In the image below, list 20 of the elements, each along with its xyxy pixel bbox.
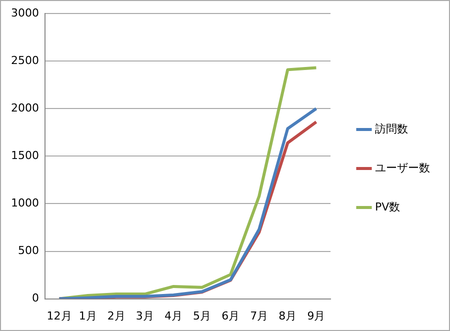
- x-tick-label: 9月: [307, 309, 326, 322]
- y-tick-label: 1000: [10, 196, 39, 210]
- x-tick-label: 2月: [107, 309, 126, 322]
- y-tick-label: 1500: [10, 149, 39, 162]
- y-tick-label: 500: [18, 244, 39, 258]
- legend-label: ユーザー数: [375, 161, 430, 174]
- x-tick-label: 7月: [250, 309, 268, 322]
- y-tick-label: 3000: [10, 6, 39, 20]
- y-tick-label: 2000: [10, 102, 39, 115]
- x-tick-label: 4月: [164, 309, 182, 322]
- x-tick-label: 6月: [222, 309, 240, 322]
- y-tick-label: 0: [32, 292, 39, 305]
- x-tick-label: 5月: [193, 309, 212, 322]
- x-tick-label: 1月: [78, 309, 97, 322]
- x-tick-label: 12月: [46, 309, 72, 322]
- legend-label: PV数: [375, 200, 400, 214]
- x-tick-label: 8月: [278, 309, 297, 322]
- legend-label: 訪問数: [375, 122, 408, 136]
- y-tick-label: 2500: [10, 54, 39, 67]
- x-tick-label: 3月: [136, 309, 154, 322]
